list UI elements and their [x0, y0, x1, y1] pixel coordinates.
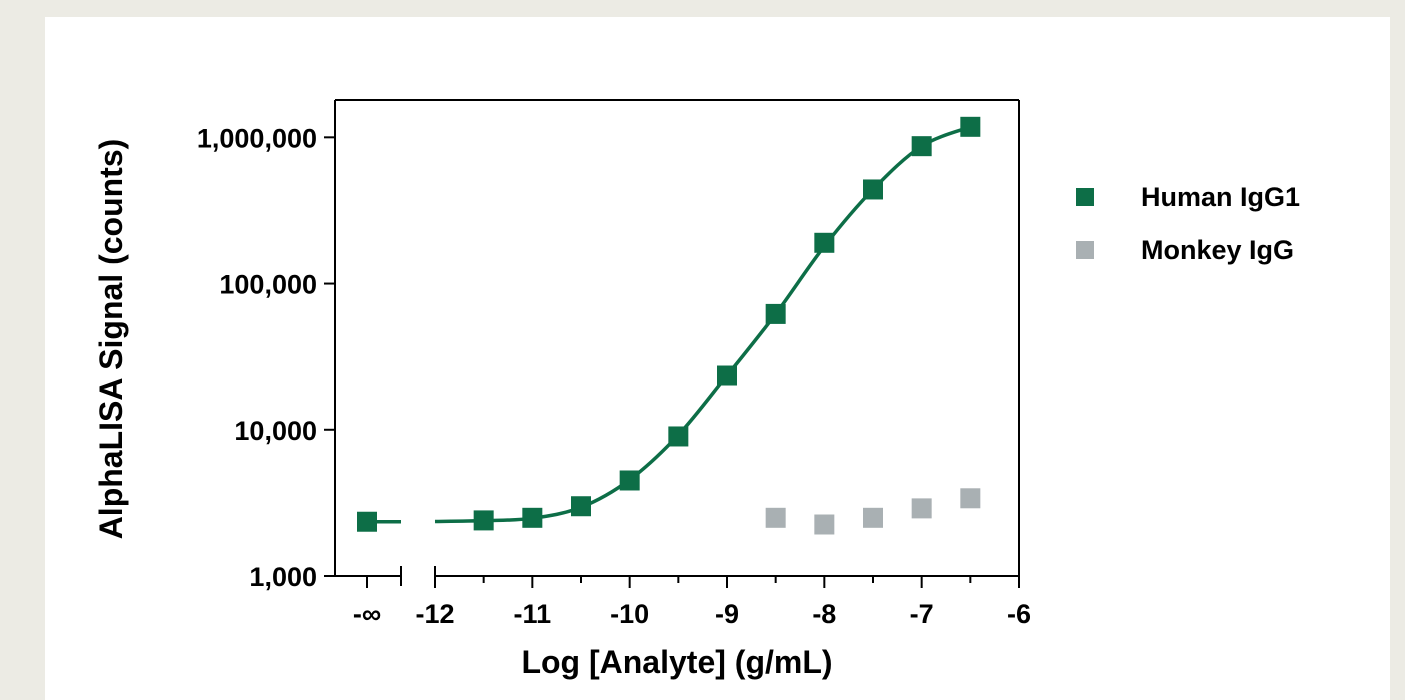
data-point-human-igg1 [473, 510, 494, 531]
legend-label-monkey-igg: Monkey IgG [1141, 235, 1294, 265]
data-point-human-igg1 [863, 179, 883, 200]
y-axis-title: AlphaLISA Signal (counts) [93, 139, 129, 540]
y-tick-label: 10,000 [234, 416, 317, 446]
data-point-human-igg1 [668, 426, 689, 447]
y-tick-label: 1,000,000 [197, 123, 317, 153]
data-point-human-igg1 [522, 507, 543, 528]
x-tick-label: -11 [514, 599, 552, 629]
legend-label-human-igg1: Human IgG1 [1141, 182, 1300, 212]
x-axis-ticks: -∞ -12 -11 -10 -9 -8 -7 -6 [353, 576, 1031, 629]
x-axis-title: Log [Analyte] (g/mL) [521, 644, 832, 680]
x-tick-label: -7 [910, 599, 934, 629]
chart-card: 1,000 10,000 100,000 1,000,000 -∞ -12 -11 -10-… [45, 17, 1390, 700]
data-point-human-igg1 [911, 136, 932, 157]
y-axis-ticks: 1,000 10,000 100,000 1,000,000 [197, 123, 335, 592]
fit-curve-human-igg1 [434, 125, 971, 524]
data-point-monkey-igg [765, 507, 786, 528]
x-tick-label: -6 [1007, 599, 1031, 629]
data-point-human-igg1 [960, 116, 981, 137]
data-point-monkey-igg [911, 498, 932, 519]
data-point-human-igg1 [717, 365, 737, 386]
x-tick-label: -12 [415, 599, 454, 629]
y-tick-label: 100,000 [219, 270, 317, 300]
data-point-monkey-igg [814, 514, 835, 535]
data-point-human-igg1 [571, 496, 591, 517]
x-tick-label: -10 [610, 599, 649, 629]
data-point-human-igg1 [814, 232, 835, 253]
legend-swatch-human-igg1 [1076, 188, 1094, 206]
x-tick-label: -8 [812, 599, 836, 629]
legend-swatch-monkey-igg [1076, 241, 1094, 259]
data-markers [357, 116, 981, 535]
y-tick-label: 1,000 [249, 562, 317, 592]
data-point-human-igg1 [357, 511, 377, 532]
data-point-human-igg1 [619, 470, 640, 491]
legend: Human IgG1 Monkey IgG [1076, 182, 1300, 265]
x-tick-label: -∞ [353, 599, 381, 629]
data-point-monkey-igg [960, 488, 981, 509]
x-tick-label: -9 [715, 599, 739, 629]
data-point-monkey-igg [863, 507, 883, 528]
data-point-human-igg1 [765, 303, 786, 324]
